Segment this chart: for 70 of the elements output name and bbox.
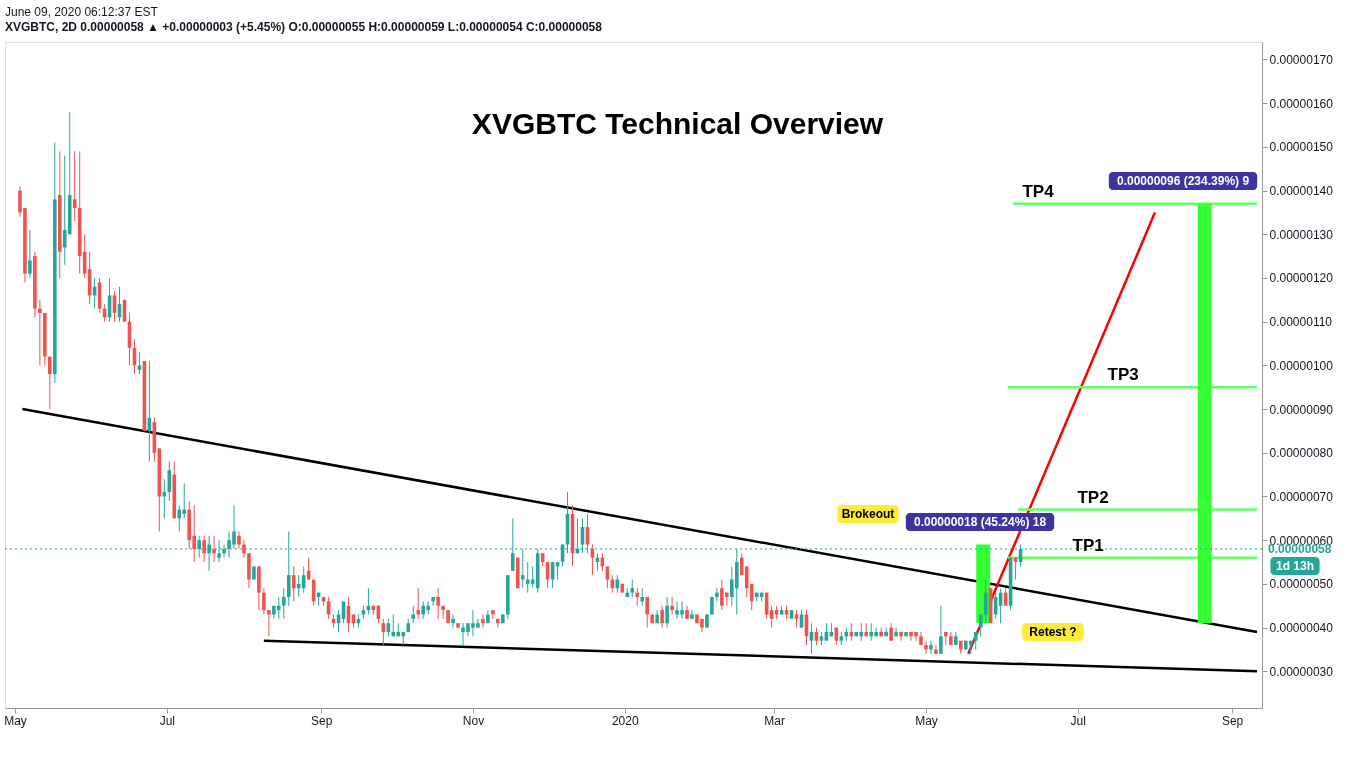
text: XVGBTC, 2D 0.00000058 ▲ +0.00000003 (+5.45%) O:0.00000055 H:0.00000059 L:0.00000054 C:0.00000058 [5,20,603,34]
annotation: 0.00000018 (45.24%) 18 [913,515,1047,529]
annotation: 0.00000096 (234.39%) 9 [1116,174,1250,188]
candlestick [660,605,664,629]
y-tick-label: 0.00000100 [1269,358,1334,373]
y-tick-label: 0.00000140 [1269,184,1334,199]
candlestick [481,613,485,629]
series-label: TP3 [1107,365,1139,385]
y-tick-label: 0.00000050 [1269,577,1334,592]
series-label: TP2 [1077,487,1109,507]
candlestick [715,587,719,602]
x-tick-label: May [4,713,27,728]
candlestick [242,539,246,559]
annotation: Retest ? [1029,625,1077,639]
y-tick-label: 0.00000090 [1269,402,1334,417]
text: June 09, 2020 06:12:37 EST [5,5,159,19]
candlestick [645,596,649,629]
series-label: TP1 [1072,535,1104,555]
candlestick [924,640,928,655]
candlestick [48,356,52,410]
y-tick-label: 0.00000030 [1269,664,1334,679]
y-tick-label: 0.00000170 [1269,52,1334,67]
candlestick [137,351,142,375]
candlestick [978,613,983,637]
x-tick-label: May [915,713,938,728]
y-tick-label: 0.00000040 [1269,621,1334,636]
y-tick-label: 0.00000070 [1269,489,1334,504]
candlestick [167,461,172,502]
candlestick [291,565,296,602]
candlestick [441,605,445,620]
candlestick [670,596,674,615]
candlestick [431,596,435,607]
x-tick-label: Jul [1070,713,1086,728]
candlestick [665,596,669,629]
y-tick-label: 0.00000120 [1269,271,1334,286]
candlestick [202,535,206,563]
candlestick [301,565,306,594]
candlestick [177,504,182,532]
candlestick [416,587,420,620]
candlestick [28,229,32,279]
candlestick [451,613,455,629]
text: XVGBTC Technical Overview [471,107,884,140]
candlestick [944,631,948,646]
series-label: TP4 [1022,181,1055,201]
candlestick [899,631,903,642]
candlestick [491,609,495,620]
candlestick [72,150,77,222]
y-tick-label: 0.00000150 [1269,140,1334,155]
candlestick [237,530,241,550]
x-tick-label: Nov [462,713,485,728]
x-tick-label: Sep [1221,713,1244,728]
candlestick [38,299,42,366]
candlestick [436,587,440,620]
y-tick-label: 0.00000160 [1269,96,1334,111]
candlestick [939,605,943,655]
x-tick-label: 2020 [611,713,639,728]
candlestick [262,587,266,615]
candlestick [929,640,933,655]
y-tick-label: 0.00000130 [1269,227,1334,242]
y-tick-label: 0.00000110 [1269,315,1333,330]
x-tick-label: Sep [310,713,333,728]
candlestick [525,561,530,594]
candlestick [281,587,286,620]
x-tick-label: Mar [764,713,785,728]
candlestick [267,609,271,637]
x-tick-label: Jul [159,713,175,728]
candlestick [212,535,216,563]
text: 1d 13h [1275,559,1315,573]
annotation: Brokeout [841,507,895,521]
y-tick-label: 0.00000080 [1269,446,1334,461]
